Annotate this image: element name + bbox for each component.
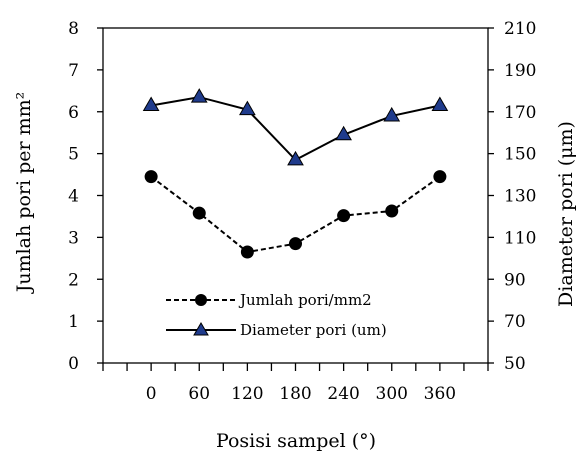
x-tick-label: 240: [327, 384, 359, 404]
legend-marker-jumlah: [195, 294, 207, 306]
series-1-point: [335, 125, 352, 141]
right-tick-label: 70: [504, 312, 526, 332]
right-tick-label: 190: [504, 61, 536, 81]
series-1-point: [287, 150, 304, 166]
right-tick-label: 130: [504, 187, 536, 207]
x-tick-label: 60: [188, 384, 210, 404]
series-1-point: [142, 96, 160, 111]
series-0-point: [337, 209, 351, 223]
right-axis-title: Diameter pori (μm): [555, 121, 577, 307]
series-1-point: [383, 106, 401, 122]
series-0-point: [385, 204, 399, 218]
right-axis: 50 70 90 110 130 150 170 190 210: [488, 19, 536, 374]
right-tick-label: 150: [504, 145, 536, 165]
series-layer: [142, 88, 449, 259]
left-tick-label: 0: [68, 354, 79, 374]
series-0-point: [289, 237, 302, 251]
legend-label-diameter: Diameter pori (um): [240, 321, 387, 339]
series-0-point: [433, 170, 447, 184]
left-tick-label: 1: [68, 312, 79, 332]
x-tick-label: 120: [231, 384, 263, 404]
legend-marker-diameter: [193, 322, 209, 336]
series-0-point: [240, 245, 254, 259]
x-tick-label: 360: [424, 384, 456, 404]
right-tick-label: 90: [504, 270, 526, 290]
left-axis: 0 1 2 3 4 5 6 7 8: [68, 19, 103, 374]
x-tick-label: 300: [376, 384, 408, 404]
right-tick-label: 110: [504, 228, 536, 248]
left-tick-label: 5: [68, 145, 79, 165]
left-tick-label: 2: [68, 270, 79, 290]
right-tick-label: 170: [504, 103, 536, 123]
right-tick-label: 210: [504, 19, 536, 39]
series-1-point: [431, 96, 449, 111]
left-tick-label: 4: [68, 187, 79, 207]
x-axis-title: Posisi sampel (°): [216, 430, 376, 452]
legend-label-jumlah: Jumlah pori/mm2: [238, 291, 372, 309]
series-1-point: [239, 100, 256, 116]
x-tick-label: 0: [146, 384, 157, 404]
legend: Jumlah pori/mm2 Diameter pori (um): [166, 291, 387, 339]
series-0-point: [192, 206, 206, 220]
series-1-point: [190, 88, 208, 103]
left-tick-label: 8: [68, 19, 79, 39]
series-line-1: [150, 96, 441, 162]
x-tick-label: 180: [279, 384, 311, 404]
right-tick-label: 50: [504, 354, 526, 374]
x-axis: 0 60 120 180 240 300 360: [102, 363, 489, 404]
plot-frame: [102, 27, 489, 364]
left-axis-title: Jumlah pori per mm²: [13, 92, 35, 295]
series-0-point: [144, 170, 158, 184]
left-tick-label: 6: [68, 103, 79, 123]
left-tick-label: 3: [68, 228, 79, 248]
left-tick-label: 7: [68, 61, 79, 81]
